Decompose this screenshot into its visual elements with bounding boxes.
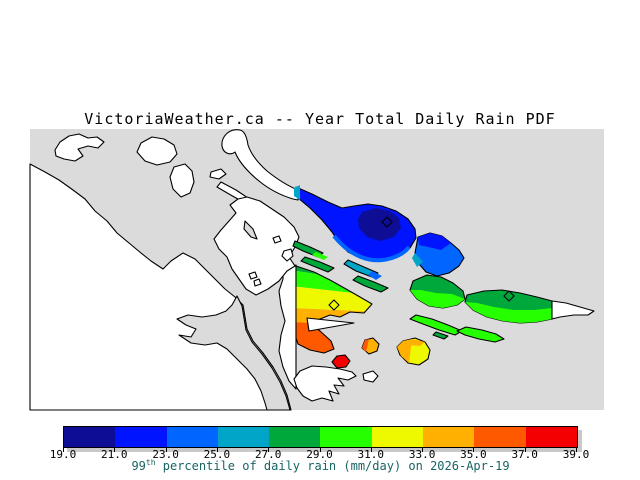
- data-sliver-brightgreen-south-2: [456, 326, 505, 343]
- lake-on-island: [243, 220, 258, 240]
- colorbar-caption: 99th percentile of daily rain (mm/day) o…: [63, 458, 578, 473]
- island-white-tail: [551, 300, 595, 320]
- island-hook: [54, 133, 105, 162]
- data-band-azure-rim: [332, 234, 411, 263]
- tick-label: 29.0: [306, 448, 333, 461]
- island-bottom-big: [293, 365, 357, 402]
- station-diamond-yellow: [328, 299, 340, 311]
- data-island-azure-teal-tip: [412, 253, 423, 267]
- tick-label: 33.0: [408, 448, 436, 461]
- tick-label: 19.0: [49, 448, 77, 461]
- tick-label: 23.0: [152, 448, 179, 461]
- colorbar-tickmarks: [63, 447, 578, 453]
- colorbar-segment-37.0-39.0: [525, 427, 577, 447]
- colorbar-segment-27.0-29.0: [269, 427, 321, 447]
- islet-dot-1: [272, 235, 282, 244]
- islet-dot-3: [248, 271, 258, 280]
- colorbar: [63, 426, 578, 448]
- tick-label: 21.0: [101, 448, 128, 461]
- station-diamond-navy: [381, 216, 393, 228]
- data-sliver-green-3: [352, 275, 389, 293]
- data-band-yellow: [296, 286, 372, 312]
- data-sliver-brightgreen-south-1: [409, 314, 463, 336]
- caption-ordinal: th: [145, 458, 156, 467]
- island-bottom-small: [362, 370, 379, 383]
- colorbar-segment-35.0-37.0: [474, 427, 526, 447]
- tick-mark: [63, 447, 64, 452]
- colorbar-segment-21.0-23.0: [115, 427, 167, 447]
- islet-sliver-1: [209, 168, 227, 180]
- colorbar-segment-29.0-31.0: [320, 427, 372, 447]
- tick-label: 35.0: [460, 448, 487, 461]
- tick-label: 39.0: [562, 448, 590, 461]
- islet-dot-4: [253, 278, 262, 287]
- colorbar-segment-23.0-25.0: [166, 427, 218, 447]
- colorbar-ticks: 19.0 21.0 23.0 25.0 27.0 29.0 31.0 33.0 35.0 37.0…: [50, 448, 590, 461]
- tick-label: 25.0: [203, 448, 231, 461]
- data-sliver-brightgreen: [312, 252, 328, 260]
- data-core-navy: [358, 208, 401, 241]
- data-island-yellow-orange-left: [397, 339, 412, 363]
- station-diamond-green: [503, 290, 515, 302]
- plot-title: VictoriaWeather.ca -- Year Total Daily R…: [84, 110, 556, 128]
- caption-number: 99: [131, 459, 146, 473]
- colorbar-segment-19.0-21.0: [64, 427, 116, 447]
- data-island-green-east-bright: [465, 302, 552, 323]
- islet-dot-2: [281, 248, 294, 262]
- tick-label: 27.0: [254, 448, 282, 461]
- data-island-green-west-bright: [410, 290, 465, 308]
- tick-label: 37.0: [511, 448, 538, 461]
- tick-mark: [114, 447, 116, 452]
- colorbar-segment-25.0-27.0: [217, 427, 270, 447]
- data-sliver-teal-blue-tip: [368, 271, 382, 280]
- inlet-wedge-white: [306, 317, 355, 332]
- data-band-teal-west-tip: [294, 185, 300, 200]
- island-blob-2: [169, 163, 195, 198]
- island-central-white: [213, 196, 300, 296]
- data-sliver-green-2: [300, 256, 335, 273]
- tick-mark: [422, 447, 424, 452]
- caption-text: percentile of daily rain (mm/day) on 202…: [155, 459, 510, 473]
- tick-mark: [370, 447, 372, 452]
- tick-label: 31.0: [357, 448, 385, 461]
- data-islet-red: [331, 354, 351, 369]
- island-blob-1: [136, 136, 178, 166]
- tick-mark: [524, 447, 526, 452]
- tick-mark: [473, 447, 475, 452]
- land-peninsula-strip: [278, 264, 297, 390]
- data-region-gradient-outline: [295, 265, 373, 354]
- colorbar-segment-31.0-33.0: [371, 427, 424, 447]
- data-island-azure-blue-top: [418, 233, 451, 250]
- tick-mark: [165, 447, 167, 452]
- data-islet-orange-deep: [362, 339, 369, 352]
- tick-mark: [268, 447, 270, 452]
- colorbar-segment-33.0-35.0: [423, 427, 475, 447]
- tick-mark: [216, 447, 218, 452]
- tick-mark: [319, 447, 321, 452]
- inlet-water: [176, 295, 291, 411]
- data-sliver-green-south: [432, 331, 449, 340]
- island-long-west-part: [221, 129, 299, 201]
- data-island-yellow-orange-top: [409, 339, 425, 346]
- tick-mark: [576, 447, 577, 452]
